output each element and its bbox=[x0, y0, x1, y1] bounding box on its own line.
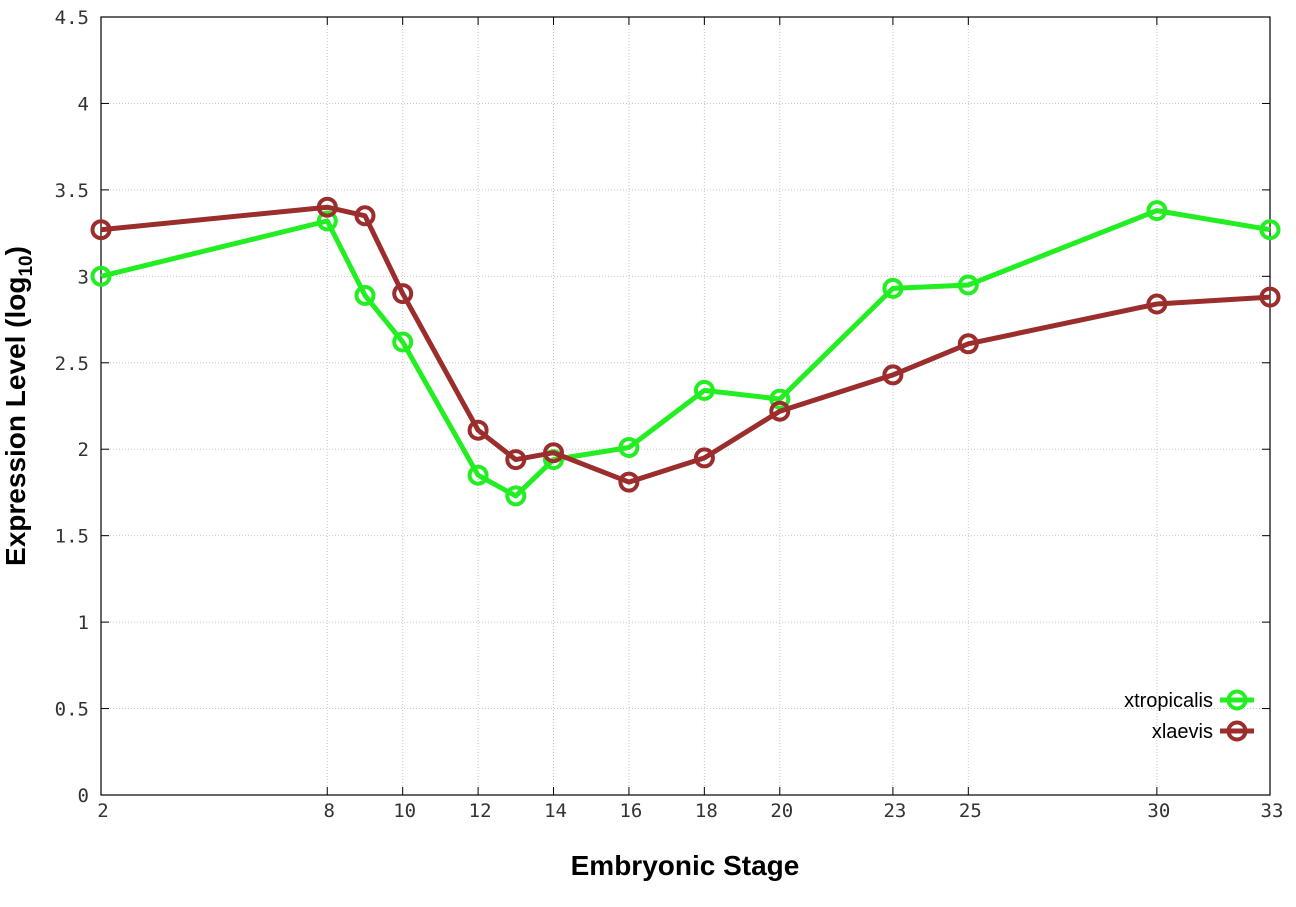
y-axis-title: Expression Level (log10) bbox=[0, 246, 37, 566]
x-tick-label: 8 bbox=[324, 800, 335, 822]
x-tick-label: 10 bbox=[393, 800, 416, 822]
x-tick-label: 23 bbox=[883, 800, 906, 822]
x-tick-label: 25 bbox=[959, 800, 982, 822]
y-tick-label: 0.5 bbox=[55, 699, 89, 721]
series-line-xtropicalis bbox=[100, 208, 1271, 499]
plot-frame bbox=[100, 16, 1271, 796]
data-point-xlaevis bbox=[769, 400, 791, 422]
data-point-xlaevis bbox=[316, 196, 338, 218]
legend-label-xtropicalis: xtropicalis bbox=[1124, 690, 1213, 712]
data-point-xlaevis bbox=[467, 419, 489, 441]
data-point-xlaevis bbox=[618, 471, 640, 493]
data-point-xtropicalis bbox=[467, 464, 489, 486]
y-tick-label: 2 bbox=[78, 439, 89, 461]
x-tick-label: 33 bbox=[1261, 800, 1284, 822]
series-xtropicalis bbox=[90, 200, 1281, 507]
y-tick-label: 3.5 bbox=[55, 180, 89, 202]
series-layer bbox=[90, 196, 1281, 507]
x-tick-label: 18 bbox=[695, 800, 718, 822]
data-point-xtropicalis bbox=[957, 274, 979, 296]
x-tick-label: 12 bbox=[469, 800, 492, 822]
x-tick-label: 2 bbox=[97, 800, 108, 822]
y-tick-label: 2.5 bbox=[55, 353, 89, 375]
legend-label-xlaevis: xlaevis bbox=[1152, 721, 1213, 743]
data-point-xlaevis bbox=[90, 219, 112, 241]
legend: xtropicalis xlaevis bbox=[1124, 689, 1254, 743]
data-point-xtropicalis bbox=[882, 277, 904, 299]
data-point-xtropicalis bbox=[693, 379, 715, 401]
y-tick-label: 0 bbox=[78, 785, 89, 807]
y-tick-label: 1 bbox=[78, 612, 89, 634]
x-tick-label: 16 bbox=[619, 800, 642, 822]
x-tick-label: 14 bbox=[544, 800, 567, 822]
data-point-xtropicalis bbox=[392, 331, 414, 353]
legend-marker-xtropicalis bbox=[1226, 689, 1248, 711]
y-tick-label: 1.5 bbox=[55, 526, 89, 548]
data-point-xlaevis bbox=[693, 447, 715, 469]
y-axis-title-main: Expression Level (log bbox=[0, 277, 31, 566]
data-point-xtropicalis bbox=[505, 485, 527, 507]
y-tick-label: 3 bbox=[78, 266, 89, 288]
data-point-xlaevis bbox=[1259, 286, 1281, 308]
y-tick-label: 4.5 bbox=[55, 7, 89, 29]
data-point-xlaevis bbox=[1146, 293, 1168, 315]
data-point-xtropicalis bbox=[1146, 200, 1168, 222]
y-axis-title-close: ) bbox=[0, 246, 31, 255]
axis-ticks: 2 8 10 12 14 16 18 20 23 25 30 33 0 0.5 1 1.5 2 2.5 3 3.5 4 4… bbox=[55, 7, 1284, 822]
data-point-xtropicalis bbox=[618, 437, 640, 458]
data-point-xlaevis bbox=[957, 333, 979, 355]
data-point-xtropicalis bbox=[354, 284, 376, 306]
series-line-xlaevis bbox=[100, 204, 1271, 485]
series-xlaevis bbox=[90, 196, 1281, 493]
data-point-xlaevis bbox=[882, 364, 904, 386]
data-point-xtropicalis bbox=[1259, 219, 1281, 241]
data-point-xlaevis bbox=[505, 449, 527, 471]
y-tick-label: 4 bbox=[78, 93, 89, 115]
data-point-xlaevis bbox=[354, 205, 376, 227]
x-tick-label: 30 bbox=[1147, 800, 1170, 822]
data-point-xlaevis bbox=[543, 442, 564, 464]
data-point-xtropicalis bbox=[769, 388, 791, 410]
data-point-xtropicalis bbox=[316, 210, 338, 232]
data-point-xlaevis bbox=[392, 283, 414, 305]
legend-marker-xlaevis bbox=[1226, 720, 1248, 742]
grid-lines bbox=[101, 17, 1270, 795]
x-axis-title: Embryonic Stage bbox=[571, 850, 800, 881]
y-axis-title-subscript: 10 bbox=[16, 255, 37, 276]
x-tick-label: 20 bbox=[770, 800, 793, 822]
data-point-xtropicalis bbox=[90, 265, 112, 287]
